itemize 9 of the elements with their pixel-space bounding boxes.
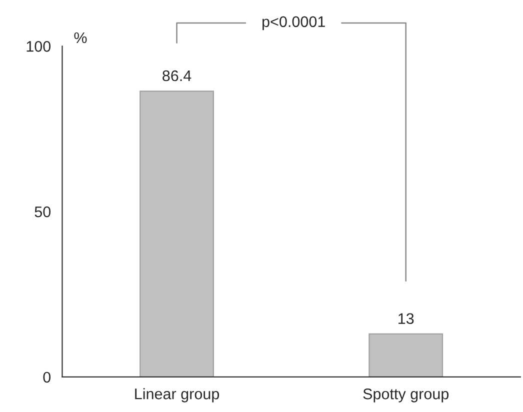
y-tick-label: 50 (34, 206, 51, 218)
y-axis-title: % (74, 32, 87, 44)
x-tick-label: Linear group (135, 388, 220, 402)
x-tick-label: Spotty group (363, 388, 449, 402)
data-label: 13 (398, 313, 414, 324)
y-tick-label: 0 (43, 372, 51, 383)
y-tick-label: 100 (26, 41, 51, 52)
data-label: 86.4 (162, 70, 192, 82)
text: p<0.0001 (262, 16, 325, 30)
